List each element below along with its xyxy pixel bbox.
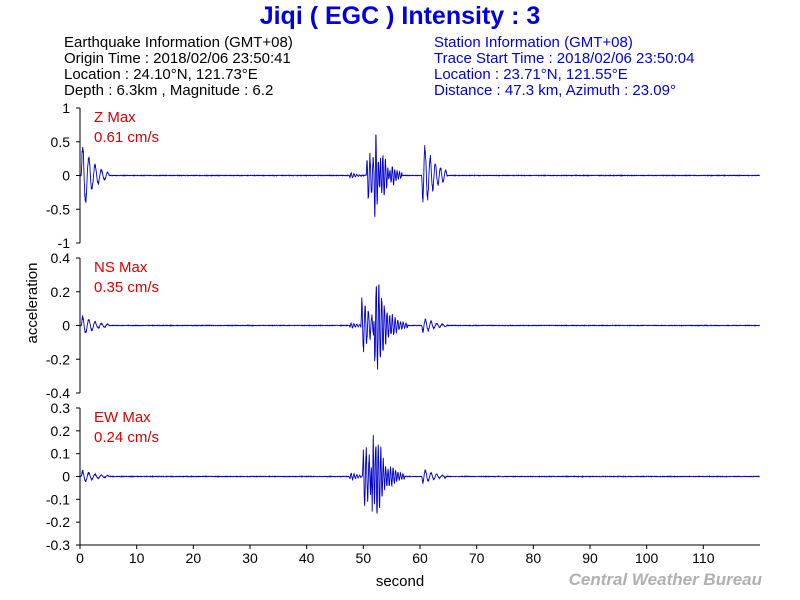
ew-y-tick-label: 0.2 xyxy=(51,423,71,439)
ns-waveform xyxy=(79,284,760,370)
x-tick-label: 80 xyxy=(526,550,542,566)
z-y-tick-label: 0 xyxy=(62,168,70,184)
ew-y-tick-label: -0.1 xyxy=(46,491,70,507)
x-tick-label: 30 xyxy=(242,550,258,566)
depth-magnitude: Depth : 6.3km , Magnitude : 6.2 xyxy=(64,82,274,99)
x-tick-label: 20 xyxy=(186,550,202,566)
ew-max-value: 0.24 cm/s xyxy=(94,429,159,446)
station-info: Station Information (GMT+08) Trace Start… xyxy=(434,35,694,99)
credit-label: Central Weather Bureau xyxy=(568,570,762,589)
ns-y-tick-label: 0.2 xyxy=(51,284,71,300)
x-tick-label: 10 xyxy=(129,550,145,566)
ns-max-label: NS Max xyxy=(94,259,148,276)
ew-max-label: EW Max xyxy=(94,409,151,426)
z-max-value: 0.61 cm/s xyxy=(94,129,159,146)
ew-waveform xyxy=(79,434,760,514)
ew-y-tick-label: 0.3 xyxy=(51,400,71,416)
x-tick-label: 90 xyxy=(582,550,598,566)
trace-start-time: Trace Start Time : 2018/02/06 23:50:04 xyxy=(434,50,695,67)
ew-y-tick-label: -0.3 xyxy=(46,537,70,553)
z-waveform xyxy=(79,134,760,217)
x-tick-label: 70 xyxy=(469,550,485,566)
y-axis-label: acceleration xyxy=(24,263,41,344)
ns-y-tick-label: -0.2 xyxy=(46,351,70,367)
x-tick-label: 0 xyxy=(76,550,84,566)
distance-azimuth: Distance : 47.3 km, Azimuth : 23.09° xyxy=(434,82,676,99)
z-y-tick-label: 1 xyxy=(62,100,70,116)
ew-y-tick-label: -0.2 xyxy=(46,514,70,530)
ew-y-tick-label: 0 xyxy=(62,469,70,485)
epicenter-location: Location : 24.10°N, 121.73°E xyxy=(64,66,258,83)
x-axis-label: second xyxy=(376,573,424,590)
origin-time: Origin Time : 2018/02/06 23:50:41 xyxy=(64,50,291,67)
x-tick-label: 60 xyxy=(412,550,428,566)
x-tick-label: 50 xyxy=(356,550,372,566)
station-location: Location : 23.71°N, 121.55°E xyxy=(434,66,628,83)
x-tick-label: 100 xyxy=(635,550,659,566)
ew-y-tick-label: 0.1 xyxy=(51,446,71,462)
ns-y-tick-label: 0 xyxy=(62,318,70,334)
earthquake-info: Earthquake Information (GMT+08) Origin T… xyxy=(64,35,293,99)
z-y-tick-label: -1 xyxy=(58,235,71,251)
x-tick-label: 40 xyxy=(299,550,315,566)
ns-y-tick-label: 0.4 xyxy=(51,250,71,266)
z-y-tick-label: -0.5 xyxy=(46,201,70,217)
station-info-heading: Station Information (GMT+08) xyxy=(434,34,633,51)
earthquake-info-heading: Earthquake Information (GMT+08) xyxy=(64,34,293,51)
ns-y-tick-label: -0.4 xyxy=(46,385,70,401)
z-max-label: Z Max xyxy=(94,109,136,126)
x-tick-label: 110 xyxy=(692,550,715,566)
page-title: Jiqi ( EGC ) Intensity : 3 xyxy=(259,2,541,30)
ns-max-value: 0.35 cm/s xyxy=(94,279,159,296)
z-y-tick-label: 0.5 xyxy=(51,134,71,150)
